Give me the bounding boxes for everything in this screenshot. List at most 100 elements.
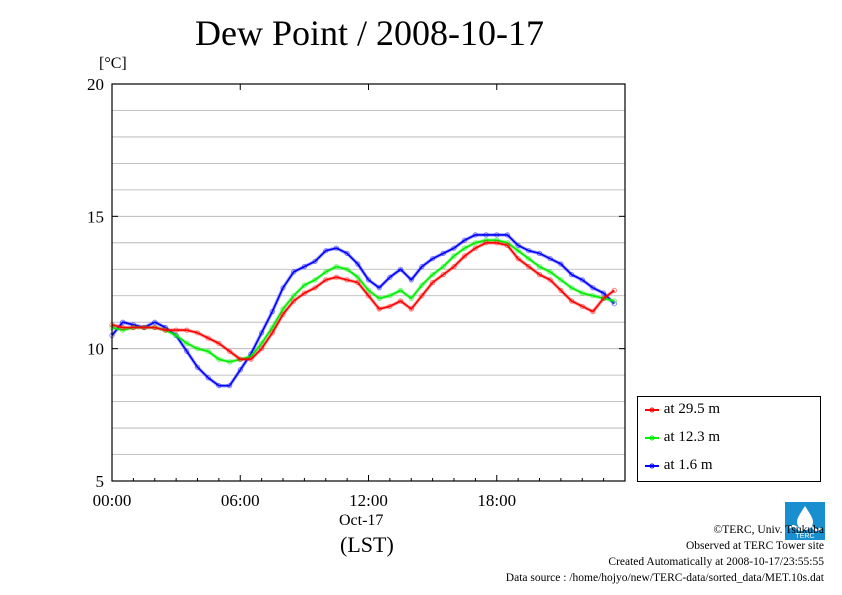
data-point bbox=[547, 269, 553, 275]
data-point bbox=[429, 271, 436, 278]
y-tick-label: 10 bbox=[87, 340, 104, 359]
data-point bbox=[451, 253, 457, 259]
data-point bbox=[590, 285, 596, 291]
observed-site-text: Observed at TERC Tower site bbox=[685, 540, 824, 552]
data-point bbox=[387, 274, 393, 280]
data-point bbox=[600, 295, 607, 301]
legend-swatch-green bbox=[645, 435, 659, 441]
data-point bbox=[355, 261, 361, 267]
data-point bbox=[312, 277, 318, 283]
y-tick-label: 5 bbox=[96, 472, 105, 491]
x-tick-label: 06:00 bbox=[221, 491, 260, 510]
data-point bbox=[184, 348, 190, 354]
data-point bbox=[472, 245, 478, 251]
data-point bbox=[440, 271, 446, 278]
data-point bbox=[408, 277, 414, 283]
data-point bbox=[365, 277, 372, 283]
data-point bbox=[301, 282, 307, 288]
data-point bbox=[547, 277, 553, 283]
data-point bbox=[526, 263, 532, 270]
data-point bbox=[323, 269, 329, 275]
data-point bbox=[419, 263, 425, 270]
data-point bbox=[397, 266, 404, 272]
data-point bbox=[419, 293, 425, 299]
legend: at 29.5 m at 12.3 m at 1.6 m bbox=[637, 396, 821, 482]
series-layer bbox=[109, 232, 617, 389]
data-point bbox=[301, 290, 307, 296]
data-point bbox=[280, 311, 286, 317]
legend-item-12-3m: at 12.3 m bbox=[644, 429, 720, 449]
data-point bbox=[312, 258, 318, 264]
series-at-29-5-m bbox=[109, 240, 617, 362]
legend-label: at 12.3 m bbox=[663, 429, 720, 445]
data-point bbox=[365, 293, 372, 299]
data-point bbox=[280, 306, 286, 312]
legend-swatch-blue bbox=[645, 463, 659, 469]
data-point bbox=[237, 367, 243, 373]
data-point bbox=[526, 256, 532, 262]
data-point bbox=[462, 237, 468, 243]
data-point bbox=[462, 253, 468, 259]
data-point bbox=[408, 306, 414, 312]
chart-title: Dew Point / 2008-10-17 bbox=[195, 13, 544, 53]
data-point bbox=[291, 269, 297, 275]
data-point bbox=[152, 319, 158, 325]
series-at-1-6-m bbox=[109, 232, 617, 389]
x-axis-timezone-label: (LST) bbox=[340, 532, 394, 557]
y-tick-label: 15 bbox=[87, 207, 104, 226]
data-point bbox=[312, 285, 318, 291]
data-point bbox=[568, 285, 575, 291]
data-point bbox=[429, 279, 436, 286]
data-point bbox=[462, 245, 468, 251]
data-point bbox=[440, 263, 446, 270]
data-point bbox=[205, 375, 211, 381]
data-point bbox=[258, 346, 265, 352]
data-point bbox=[184, 340, 190, 346]
data-point bbox=[227, 348, 233, 354]
created-timestamp-text: Created Automatically at 2008-10-17/23:5… bbox=[608, 556, 824, 568]
horizontal-gridlines bbox=[112, 110, 625, 455]
data-point bbox=[579, 277, 585, 283]
data-point bbox=[258, 330, 265, 336]
data-point bbox=[558, 261, 564, 267]
data-point bbox=[611, 287, 617, 293]
data-point bbox=[611, 301, 617, 307]
data-point bbox=[194, 364, 201, 370]
data-point bbox=[355, 274, 361, 280]
data-point bbox=[216, 340, 222, 346]
data-point bbox=[451, 245, 457, 251]
data-point bbox=[258, 340, 265, 346]
y-tick-label: 20 bbox=[87, 75, 104, 94]
data-point bbox=[429, 256, 436, 262]
data-point bbox=[515, 242, 521, 248]
series-line bbox=[111, 242, 615, 361]
series-line bbox=[111, 239, 615, 363]
data-point bbox=[536, 271, 543, 278]
data-point bbox=[173, 332, 179, 338]
data-point bbox=[558, 287, 564, 293]
data-point bbox=[301, 263, 307, 270]
axis-ticks: 5 10 15 20 00:00 06:00 12:00 18:00 bbox=[87, 75, 625, 510]
y-axis-unit-label: [°C] bbox=[99, 55, 127, 72]
data-point bbox=[269, 330, 275, 336]
series-band bbox=[110, 233, 616, 388]
series-line bbox=[111, 234, 615, 387]
data-point bbox=[568, 298, 575, 304]
data-point bbox=[205, 335, 211, 341]
data-point bbox=[419, 282, 425, 288]
terc-logo: TERC bbox=[785, 502, 825, 540]
data-point bbox=[376, 285, 382, 291]
data-point bbox=[515, 248, 521, 254]
x-tick-label: 00:00 bbox=[93, 491, 132, 510]
data-point bbox=[365, 287, 372, 293]
data-point bbox=[536, 263, 543, 270]
data-point bbox=[579, 303, 585, 309]
data-point bbox=[440, 250, 446, 256]
copyright-text: ©TERC, Univ. Tsukuba bbox=[713, 524, 824, 536]
x-tick-label: 18:00 bbox=[477, 491, 516, 510]
data-point bbox=[590, 308, 596, 315]
plot-frame bbox=[111, 83, 626, 482]
legend-item-1-6m: at 1.6 m bbox=[644, 457, 713, 477]
data-point bbox=[280, 285, 286, 291]
